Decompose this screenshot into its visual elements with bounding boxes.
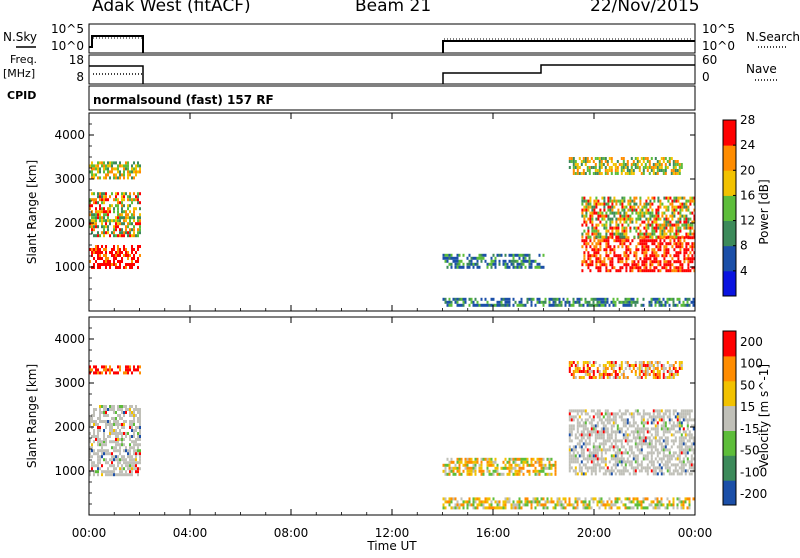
power-colorbar-segment bbox=[723, 195, 736, 221]
nsky-tick-top: 10^5 bbox=[51, 22, 84, 36]
power-echo-region bbox=[89, 161, 141, 180]
power-colorbar-label: 4 bbox=[740, 264, 748, 278]
power-y-axis-title: Slant Range [km] bbox=[25, 160, 39, 264]
velocity-colorbar-segment bbox=[723, 430, 736, 456]
cpid-panel bbox=[88, 85, 696, 111]
radar-title: Adak West (fitACF) bbox=[92, 0, 251, 16]
power-echo-region bbox=[442, 297, 695, 307]
cpid-text: normalsound (fast) 157 RF bbox=[93, 93, 274, 107]
velocity-colorbar-frame bbox=[722, 330, 737, 506]
x-tick-label: 00:00 bbox=[72, 526, 107, 540]
power-colorbar-segment bbox=[723, 170, 736, 196]
velocity-colorbar-label: -100 bbox=[740, 465, 767, 479]
freq-label: Freq. bbox=[10, 53, 37, 66]
velocity-colorbar-label: 50 bbox=[740, 378, 755, 392]
power-echo-region bbox=[581, 196, 695, 239]
power-ytick-label: 1000 bbox=[54, 260, 85, 274]
axes-layer: 1000 2000 3000 4000 1000 2000 3000 4000 00:00 04:… bbox=[54, 113, 712, 540]
power-colorbar-title: Power [dB] bbox=[757, 179, 771, 244]
cpid-label: CPID bbox=[7, 89, 36, 102]
power-colorbar-segment bbox=[723, 120, 736, 146]
colorbar-layer: 4 8 12 16 20 24 28 200 100 50 15 -15 -50 -100 -200 bbox=[722, 113, 767, 506]
power-colorbar-segment bbox=[723, 245, 736, 272]
power-echo-region bbox=[89, 245, 141, 269]
power-ytick-label: 3000 bbox=[54, 172, 85, 186]
power-colorbar-label: 8 bbox=[740, 239, 748, 253]
nsearch-line bbox=[442, 40, 695, 53]
power-echo-region bbox=[89, 192, 141, 238]
freq-unit-label: [MHz] bbox=[3, 67, 35, 80]
velocity-echo-region bbox=[442, 497, 695, 510]
velocity-colorbar-label: 15 bbox=[740, 400, 755, 414]
nsearch-tick-bottom: 10^0 bbox=[702, 39, 735, 53]
velocity-colorbar-segment bbox=[723, 355, 736, 382]
nave-label: Nave bbox=[746, 62, 777, 76]
x-tick-label: 04:00 bbox=[173, 526, 208, 540]
nave-tick-bottom: 0 bbox=[702, 70, 710, 84]
beam-title: Beam 21 bbox=[355, 0, 432, 16]
power-colorbar-label: 16 bbox=[740, 188, 755, 202]
nsky-tick-bottom: 10^0 bbox=[51, 39, 84, 53]
x-axis-title: Time UT bbox=[366, 539, 417, 553]
velocity-echo-region bbox=[89, 365, 141, 375]
power-colorbar-segment bbox=[723, 145, 736, 171]
velocity-ytick-label: 3000 bbox=[54, 376, 85, 390]
freq-line-right bbox=[442, 64, 695, 84]
velocity-ytick-label: 4000 bbox=[54, 332, 85, 346]
x-tick-label: 16:00 bbox=[476, 526, 511, 540]
velocity-colorbar-title: Velocity [m s^-1] bbox=[757, 364, 771, 468]
velocity-ytick-label: 1000 bbox=[54, 464, 85, 478]
velocity-colorbar-segment bbox=[723, 380, 736, 407]
velocity-echo-region bbox=[89, 440, 141, 477]
power-colorbar-label: 28 bbox=[740, 113, 755, 127]
power-echo-region bbox=[581, 236, 695, 273]
nsearch-label: N.Search bbox=[746, 30, 800, 44]
velocity-echo-region bbox=[568, 361, 683, 379]
nsky-line bbox=[89, 35, 144, 53]
power-echo-layer bbox=[89, 157, 695, 307]
velocity-colorbar-segment bbox=[723, 331, 736, 357]
nave-tick-top: 60 bbox=[702, 53, 717, 67]
velocity-colorbar-segment bbox=[723, 405, 736, 431]
nsearch-tick-top: 10^5 bbox=[702, 22, 735, 36]
power-ytick-label: 4000 bbox=[54, 128, 85, 142]
x-tick-label: 12:00 bbox=[375, 526, 410, 540]
power-colorbar-label: 20 bbox=[740, 163, 755, 177]
velocity-colorbar-label: -50 bbox=[740, 444, 760, 458]
x-tick-label: 00:00 bbox=[678, 526, 713, 540]
nsky-panel bbox=[88, 23, 696, 54]
velocity-colorbar-label: 100 bbox=[740, 357, 763, 371]
x-tick-label: 08:00 bbox=[274, 526, 309, 540]
power-colorbar-segment bbox=[723, 270, 736, 297]
power-colorbar-label: 12 bbox=[740, 214, 755, 228]
velocity-colorbar-label: 200 bbox=[740, 335, 763, 349]
power-echo-region bbox=[442, 253, 545, 269]
velocity-colorbar-segment bbox=[723, 480, 736, 506]
power-echo-region bbox=[568, 157, 683, 175]
velocity-colorbar-label: -15 bbox=[740, 422, 760, 436]
power-colorbar-segment bbox=[723, 220, 736, 247]
freq-tick-bottom: 8 bbox=[76, 70, 84, 84]
velocity-echo-region bbox=[89, 405, 141, 441]
power-ytick-label: 2000 bbox=[54, 216, 85, 230]
velocity-ytick-label: 2000 bbox=[54, 420, 85, 434]
velocity-echo-layer bbox=[89, 361, 695, 510]
power-colorbar-frame bbox=[722, 119, 737, 297]
power-panel bbox=[88, 112, 696, 312]
freq-line bbox=[89, 65, 144, 84]
velocity-colorbar-label: -200 bbox=[740, 487, 767, 501]
velocity-echo-region bbox=[442, 457, 557, 476]
velocity-colorbar-segment bbox=[723, 455, 736, 481]
velocity-echo-region bbox=[568, 409, 695, 476]
velocity-y-axis-title: Slant Range [km] bbox=[25, 364, 39, 468]
freq-tick-top: 18 bbox=[69, 53, 84, 67]
date-title: 22/Nov/2015 bbox=[590, 0, 700, 16]
power-colorbar-label: 24 bbox=[740, 138, 755, 152]
nsky-label: N.Sky bbox=[3, 30, 37, 44]
x-tick-label: 20:00 bbox=[577, 526, 612, 540]
freq-panel bbox=[88, 54, 696, 85]
